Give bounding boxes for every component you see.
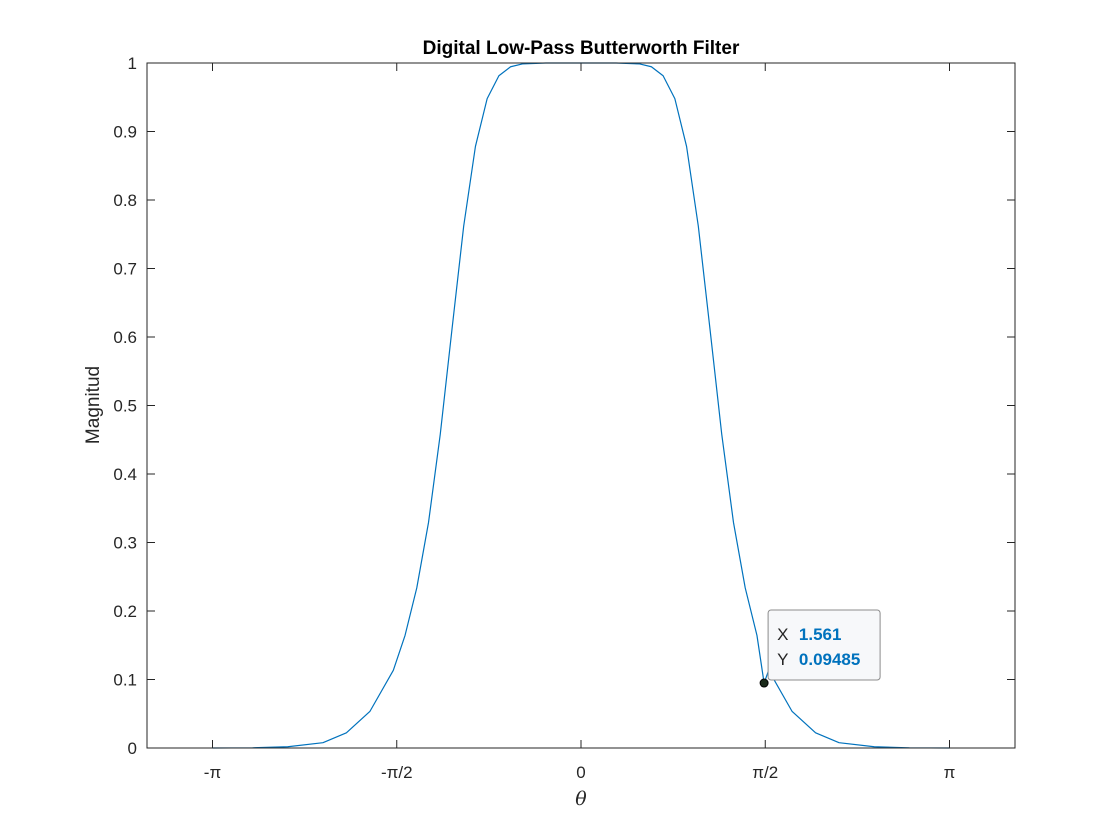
axes-box <box>146 62 1016 749</box>
y-tick-label-3: 0.3 <box>113 534 137 553</box>
chart-title: Digital Low-Pass Butterworth Filter <box>423 38 740 59</box>
y-tick-label-6: 0.6 <box>113 328 137 347</box>
x-tick-label-4: π <box>944 763 956 782</box>
axis-ticks: -π -π/2 0 π/2 π 0 0.1 0.2 0.3 0.4 0.5 0.6 0.7 0.8 0.9 1 <box>113 54 1015 782</box>
y-tick-label-10: 1 <box>128 54 137 73</box>
y-axis-label: Magnitud <box>83 366 104 444</box>
y-tick-label-7: 0.7 <box>113 260 137 279</box>
datatip-y-key: Y <box>777 650 788 669</box>
datatip-y-row: Y 0.09485 <box>777 650 860 669</box>
y-tick-label-2: 0.2 <box>113 602 137 621</box>
y-tick-label-0: 0 <box>128 739 137 758</box>
datatip-x-value: 1.561 <box>799 625 842 644</box>
datatip-marker[interactable] <box>759 678 769 688</box>
datatip-x-key: X <box>777 625 788 644</box>
y-tick-label-1: 0.1 <box>113 671 137 690</box>
x-tick-label-1: -π/2 <box>381 763 413 782</box>
datatip-box[interactable] <box>767 609 881 681</box>
y-tick-label-5: 0.5 <box>113 397 137 416</box>
datatip-y-value: 0.09485 <box>799 650 860 669</box>
y-tick-label-8: 0.8 <box>113 191 137 210</box>
datatip-x-row: X 1.561 <box>777 625 841 644</box>
x-tick-label-2: 0 <box>576 763 585 782</box>
x-tick-label-0: -π <box>204 763 221 782</box>
x-tick-label-3: π/2 <box>752 763 778 782</box>
y-tick-label-9: 0.9 <box>113 123 137 142</box>
plot-area[interactable] <box>147 63 1015 748</box>
x-axis-label: θ <box>575 788 587 810</box>
datatip[interactable]: X 1.561 Y 0.09485 <box>759 609 881 688</box>
y-tick-label-4: 0.4 <box>113 465 137 484</box>
